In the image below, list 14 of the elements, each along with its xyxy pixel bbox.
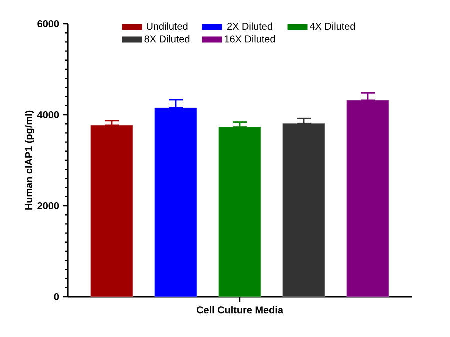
y-tick-label: 6000 (38, 20, 60, 28)
y-tick-label: 4000 (37, 111, 60, 119)
bar (218, 127, 262, 298)
legend-label: Undiluted (147, 22, 188, 30)
y-axis-title: Human cIAP1 (pg/ml) (25, 110, 34, 210)
legend-label: 2X Diluted (228, 22, 272, 30)
legend-label: 16X Diluted (225, 35, 276, 43)
y-tick-label: 2000 (38, 202, 60, 210)
legend-label: 8X Diluted (144, 35, 190, 43)
bar (90, 125, 134, 298)
bar (282, 123, 326, 298)
legend-label: 4X Diluted (310, 22, 356, 30)
x-axis-title: Cell Culture Media (196, 306, 284, 314)
y-tick-label: 0 (54, 293, 60, 301)
